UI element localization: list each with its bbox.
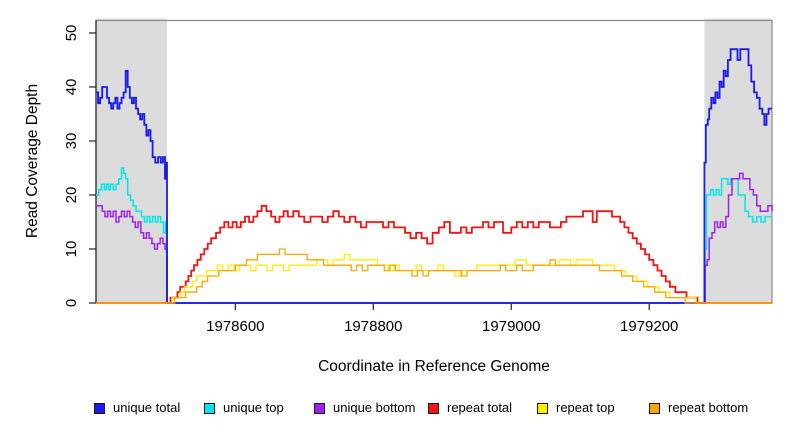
legend-item-repeat-top: repeat top xyxy=(537,401,615,415)
legend-label: repeat total xyxy=(447,400,513,415)
legend-item-unique-top: unique top xyxy=(204,401,284,415)
shaded-region-left-flank xyxy=(96,18,167,303)
y-tick-label: 20 xyxy=(63,187,80,204)
legend-item-repeat-bottom: repeat bottom xyxy=(649,401,748,415)
legend: unique total unique top unique bottom re… xyxy=(0,401,792,417)
x-tick-label: 1979200 xyxy=(620,318,678,335)
y-tick-label: 10 xyxy=(63,241,80,258)
x-tick-label: 1978800 xyxy=(344,318,402,335)
y-tick-label: 30 xyxy=(63,133,80,150)
legend-label: unique total xyxy=(113,400,181,415)
legend-item-repeat-total: repeat total xyxy=(428,401,512,415)
repeat-bottom-swatch-icon xyxy=(649,402,660,414)
series-unique-bottom xyxy=(96,172,773,304)
series-repeat-total xyxy=(96,204,772,304)
legend-item-unique-total: unique total xyxy=(94,401,180,415)
x-axis-title: Coordinate in Reference Genome xyxy=(318,358,550,375)
legend-item-unique-bottom: unique bottom xyxy=(314,401,415,415)
unique-top-swatch-icon xyxy=(204,402,215,414)
unique-bottom-swatch-icon xyxy=(314,402,325,414)
data-series xyxy=(96,48,773,304)
legend-label: unique bottom xyxy=(333,400,416,415)
shaded-region-right-flank xyxy=(704,18,772,303)
series-repeat-bottom xyxy=(96,248,772,304)
repeat-total-swatch-icon xyxy=(428,402,439,414)
legend-label: repeat bottom xyxy=(668,400,749,415)
y-tick-label: 40 xyxy=(63,79,80,96)
legend-label: repeat top xyxy=(556,400,615,415)
series-unique-total xyxy=(96,48,772,304)
y-tick-label: 50 xyxy=(63,25,80,42)
y-axis-title: Read Coverage Depth xyxy=(24,84,41,238)
unique-total-swatch-icon xyxy=(94,402,105,414)
y-tick-label: 0 xyxy=(63,299,80,307)
x-tick-label: 1979000 xyxy=(482,318,540,335)
legend-label: unique top xyxy=(223,400,284,415)
repeat-top-swatch-icon xyxy=(537,402,548,414)
x-tick-label: 1978600 xyxy=(206,318,264,335)
axes: 0 10 20 30 40 50 1978600 1978800 1979000 1979200 xyxy=(63,20,772,335)
